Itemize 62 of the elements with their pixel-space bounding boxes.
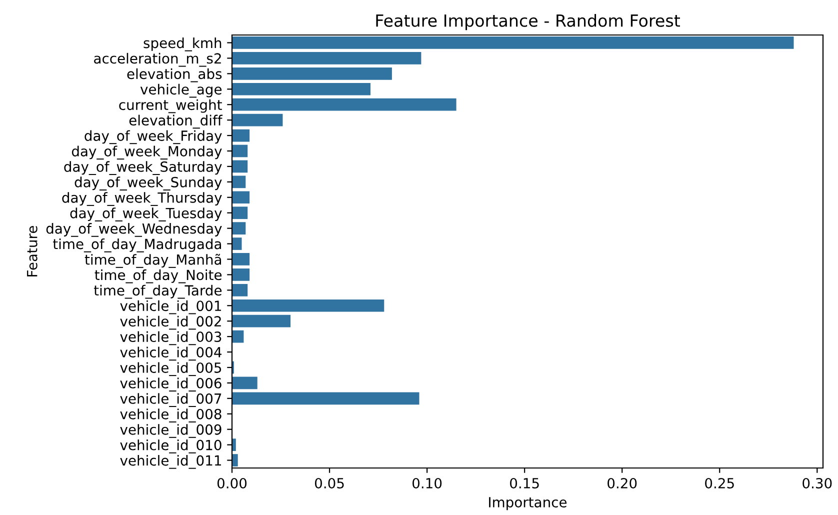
bar bbox=[232, 191, 250, 204]
y-tick-label: vehicle_id_007 bbox=[120, 393, 222, 407]
bar bbox=[232, 67, 392, 80]
y-tick-label: time_of_day_Madrugada bbox=[53, 238, 222, 252]
x-tick-label: 0.05 bbox=[314, 478, 344, 488]
bar bbox=[232, 238, 242, 250]
x-tick-label: 0.20 bbox=[608, 478, 637, 488]
bar bbox=[232, 222, 246, 234]
bar bbox=[232, 98, 456, 111]
bar bbox=[232, 129, 250, 142]
bar bbox=[232, 376, 258, 390]
y-tick-label: day_of_week_Wednesday bbox=[46, 223, 222, 237]
y-tick-label: current_weight bbox=[119, 99, 222, 114]
x-tick-label: 0.25 bbox=[705, 478, 734, 488]
bar bbox=[232, 392, 420, 405]
bar bbox=[232, 160, 248, 173]
bar bbox=[232, 82, 370, 96]
bar bbox=[232, 284, 248, 296]
bar bbox=[232, 299, 384, 312]
y-tick-label: vehicle_id_006 bbox=[120, 378, 222, 392]
x-axis-title: Importance bbox=[489, 497, 567, 510]
bar bbox=[232, 52, 422, 64]
y-tick-label: elevation_abs bbox=[127, 68, 222, 82]
x-tick-label: 0.30 bbox=[802, 478, 832, 488]
y-tick-label: time_of_day_Manhã bbox=[84, 254, 222, 268]
y-tick-label: day_of_week_Saturday bbox=[64, 161, 222, 175]
bar bbox=[232, 454, 238, 466]
y-tick-label: vehicle_id_004 bbox=[120, 346, 222, 361]
y-tick-label: day_of_week_Sunday bbox=[74, 176, 222, 190]
bar bbox=[232, 438, 236, 451]
y-tick-label: vehicle_id_011 bbox=[120, 454, 221, 469]
bar bbox=[232, 144, 248, 158]
y-axis-title: Feature bbox=[27, 226, 38, 276]
y-tick-label: vehicle_id_005 bbox=[120, 362, 222, 376]
y-tick-label: day_of_week_Tuesday bbox=[70, 208, 222, 222]
y-tick-label: vehicle_id_003 bbox=[120, 331, 222, 346]
x-tick-label: 0.15 bbox=[510, 478, 539, 488]
bar bbox=[232, 206, 248, 220]
bar bbox=[232, 36, 794, 49]
y-tick-label: vehicle_id_002 bbox=[120, 316, 221, 330]
y-tick-label: vehicle_id_001 bbox=[120, 300, 221, 314]
x-tick-label: 0.10 bbox=[412, 478, 442, 488]
y-tick-label: vehicle_age bbox=[140, 84, 222, 98]
y-tick-label: vehicle_id_010 bbox=[120, 440, 222, 454]
bar bbox=[232, 330, 244, 343]
bar bbox=[232, 268, 250, 281]
y-tick-label: time_of_day_Tarde bbox=[94, 284, 222, 299]
x-tick-label: 0.00 bbox=[217, 478, 247, 488]
bar bbox=[232, 114, 283, 126]
y-tick-label: day_of_week_Friday bbox=[84, 130, 222, 144]
y-tick-label: vehicle_id_009 bbox=[120, 424, 222, 438]
y-tick-label: day_of_week_Monday bbox=[72, 146, 222, 160]
y-tick-label: acceleration_m_s2 bbox=[94, 52, 221, 67]
y-tick-label: elevation_diff bbox=[129, 114, 223, 129]
y-tick-label: vehicle_id_008 bbox=[120, 408, 222, 422]
bar bbox=[232, 176, 246, 188]
bar bbox=[232, 253, 250, 266]
y-tick-label: time_of_day_Noite bbox=[94, 269, 222, 284]
bar bbox=[232, 314, 291, 328]
y-tick-label: speed_kmh bbox=[144, 37, 222, 52]
chart-title: Feature Importance - Random Forest bbox=[376, 14, 680, 30]
y-tick-label: day_of_week_Thursday bbox=[62, 192, 222, 206]
